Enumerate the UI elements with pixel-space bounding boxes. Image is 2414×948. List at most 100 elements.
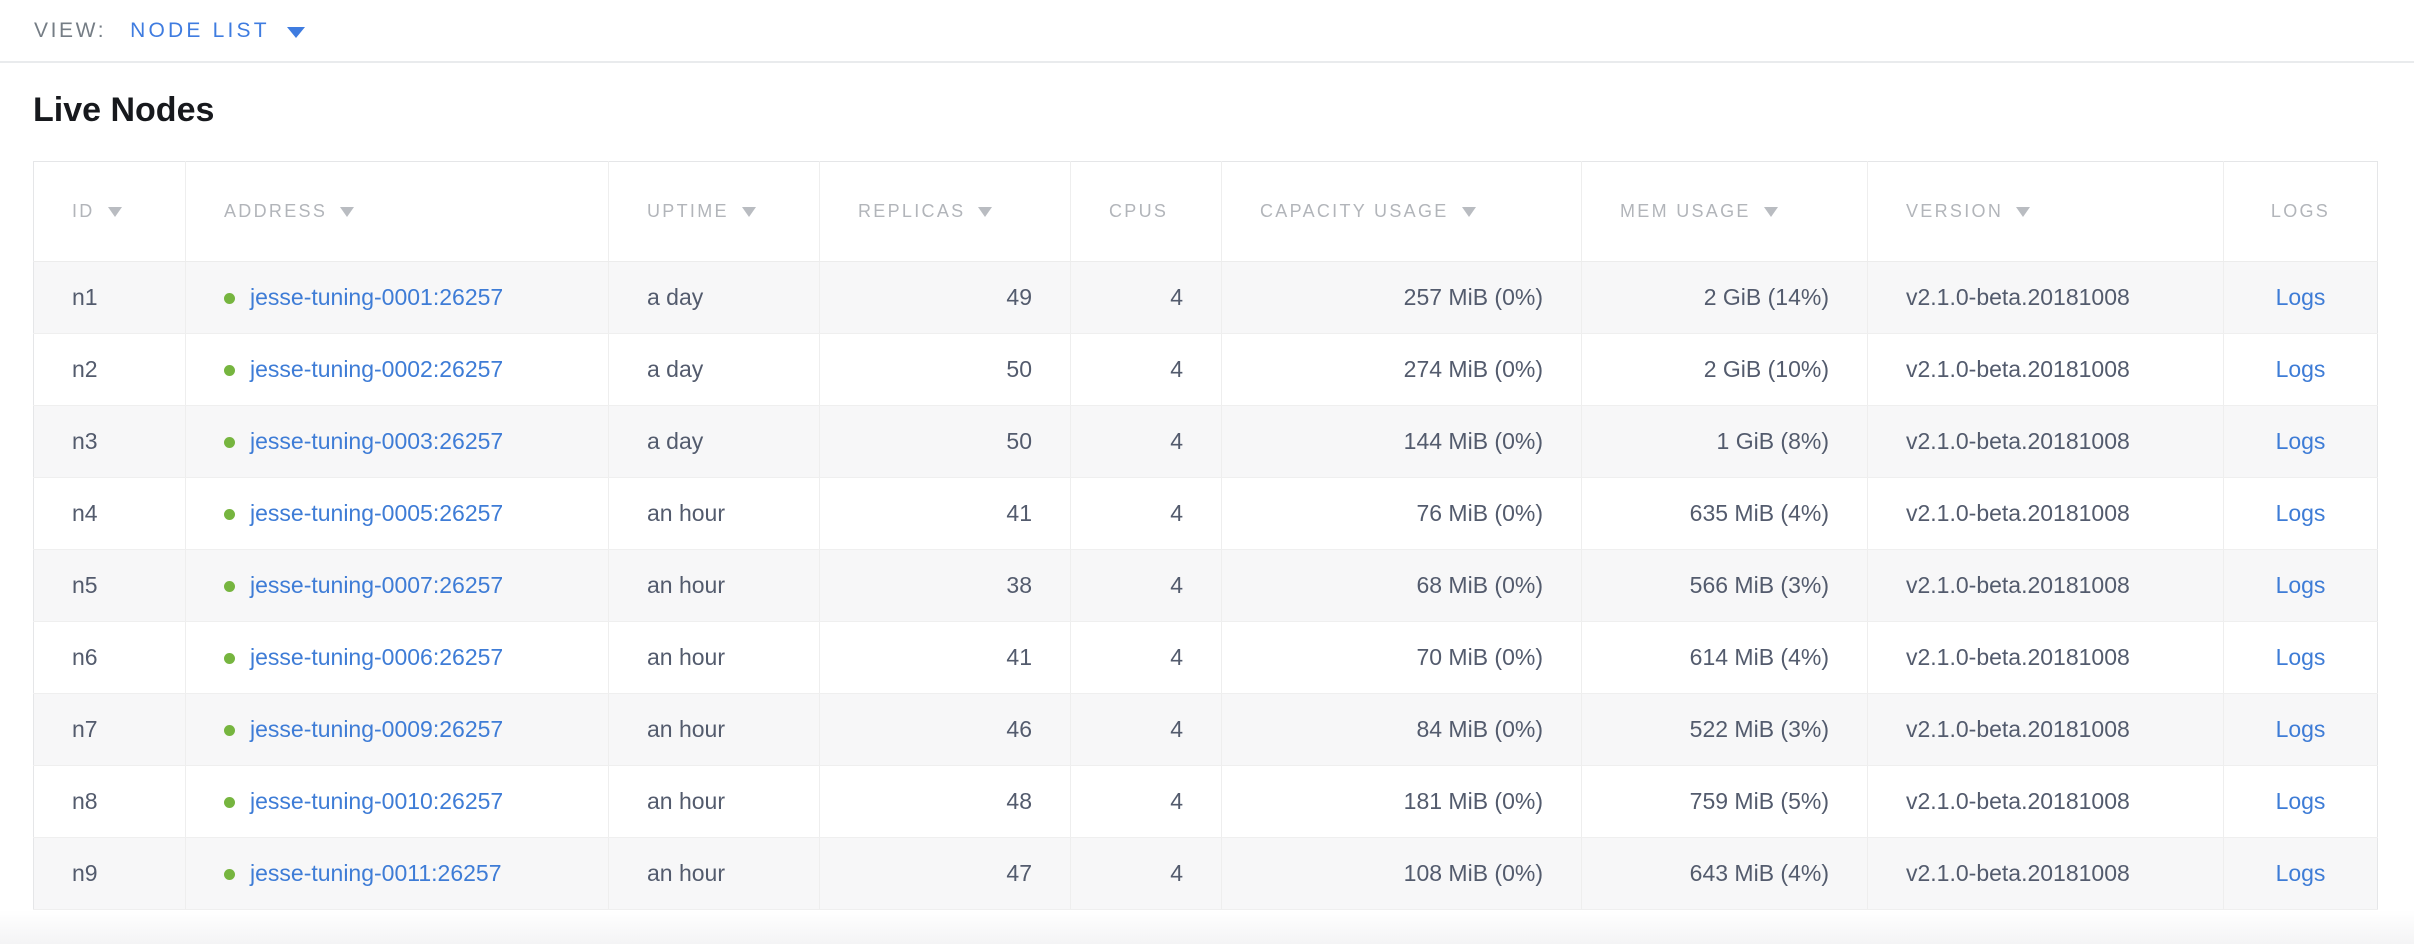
cell-address: jesse-tuning-0005:26257	[185, 477, 609, 550]
column-header-version[interactable]: VERSION	[1867, 161, 2224, 262]
cell-mem: 2 GiB (10%)	[1581, 333, 1868, 406]
cell-uptime: an hour	[608, 477, 820, 550]
column-header-label: ID	[72, 201, 95, 221]
cell-mem: 614 MiB (4%)	[1581, 621, 1868, 694]
page-bottom-fade	[0, 910, 2414, 944]
cell-version: v2.1.0-beta.20181008	[1867, 261, 2224, 334]
node-address-link[interactable]: jesse-tuning-0007:26257	[250, 572, 504, 598]
column-header-uptime[interactable]: UPTIME	[608, 161, 820, 262]
cell-cpus: 4	[1070, 765, 1222, 838]
cell-capacity: 257 MiB (0%)	[1221, 261, 1582, 334]
column-header-capacity[interactable]: CAPACITY USAGE	[1221, 161, 1582, 262]
cell-cpus: 4	[1070, 477, 1222, 550]
cell-mem: 635 MiB (4%)	[1581, 477, 1868, 550]
cell-version: v2.1.0-beta.20181008	[1867, 549, 2224, 622]
cell-uptime: an hour	[608, 621, 820, 694]
node-address-link[interactable]: jesse-tuning-0009:26257	[250, 716, 504, 742]
table-row: n3 jesse-tuning-0003:26257 a day 50 4 144 MiB…	[33, 405, 2378, 478]
table-row: n5 jesse-tuning-0007:26257 an hour 38 4 68 Mi…	[33, 549, 2378, 622]
cell-address: jesse-tuning-0009:26257	[185, 693, 609, 766]
cell-logs: Logs	[2223, 549, 2378, 622]
node-address-link[interactable]: jesse-tuning-0002:26257	[250, 356, 504, 382]
node-address-link[interactable]: jesse-tuning-0010:26257	[250, 788, 504, 814]
logs-link[interactable]: Logs	[2275, 500, 2326, 526]
column-header-label: ADDRESS	[224, 201, 328, 221]
column-header-label: REPLICAS	[858, 201, 966, 221]
cell-replicas: 38	[819, 549, 1071, 622]
cell-id: n3	[33, 405, 186, 478]
logs-link[interactable]: Logs	[2275, 644, 2326, 670]
cell-version: v2.1.0-beta.20181008	[1867, 477, 2224, 550]
logs-link[interactable]: Logs	[2275, 860, 2326, 886]
cell-uptime: an hour	[608, 549, 820, 622]
node-address-link[interactable]: jesse-tuning-0006:26257	[250, 644, 504, 670]
node-live-status-icon	[224, 293, 235, 304]
view-dropdown[interactable]: NODE LIST	[130, 19, 305, 43]
table-row: n8 jesse-tuning-0010:26257 an hour 48 4 181 M…	[33, 765, 2378, 838]
cell-cpus: 4	[1070, 405, 1222, 478]
node-live-status-icon	[224, 653, 235, 664]
logs-link[interactable]: Logs	[2275, 284, 2326, 310]
node-address-link[interactable]: jesse-tuning-0011:26257	[250, 860, 502, 886]
sort-arrow-icon	[2016, 207, 2031, 217]
cell-cpus: 4	[1070, 837, 1222, 910]
node-address-link[interactable]: jesse-tuning-0001:26257	[250, 284, 504, 310]
table-row: n1 jesse-tuning-0001:26257 a day 49 4 257 MiB…	[33, 261, 2378, 334]
view-label: VIEW:	[34, 18, 107, 42]
node-address-link[interactable]: jesse-tuning-0003:26257	[250, 428, 504, 454]
column-header-id[interactable]: ID	[33, 161, 186, 262]
column-header-mem[interactable]: MEM USAGE	[1581, 161, 1868, 262]
cell-replicas: 48	[819, 765, 1071, 838]
cell-address: jesse-tuning-0011:26257	[185, 837, 609, 910]
cell-address: jesse-tuning-0007:26257	[185, 549, 609, 622]
cell-version: v2.1.0-beta.20181008	[1867, 621, 2224, 694]
column-header-label: UPTIME	[647, 201, 729, 221]
sort-arrow-icon	[978, 207, 993, 217]
cell-capacity: 108 MiB (0%)	[1221, 837, 1582, 910]
logs-link[interactable]: Logs	[2275, 428, 2326, 454]
cell-cpus: 4	[1070, 261, 1222, 334]
column-header-label: LOGS	[2270, 201, 2331, 221]
cell-address: jesse-tuning-0001:26257	[185, 261, 609, 334]
table-row: n2 jesse-tuning-0002:26257 a day 50 4 274 MiB…	[33, 333, 2378, 406]
node-address-link[interactable]: jesse-tuning-0005:26257	[250, 500, 504, 526]
node-live-status-icon	[224, 365, 235, 376]
logs-link[interactable]: Logs	[2275, 788, 2326, 814]
sort-arrow-icon	[340, 207, 355, 217]
cell-uptime: a day	[608, 261, 820, 334]
cell-uptime: an hour	[608, 837, 820, 910]
cell-address: jesse-tuning-0003:26257	[185, 405, 609, 478]
logs-link[interactable]: Logs	[2275, 716, 2326, 742]
column-header-replicas[interactable]: REPLICAS	[819, 161, 1071, 262]
node-live-status-icon	[224, 869, 235, 880]
cell-uptime: a day	[608, 405, 820, 478]
page-title: Live Nodes	[33, 91, 215, 129]
sort-arrow-icon	[1461, 207, 1476, 217]
cell-capacity: 274 MiB (0%)	[1221, 333, 1582, 406]
cell-capacity: 181 MiB (0%)	[1221, 765, 1582, 838]
cell-id: n8	[33, 765, 186, 838]
view-dropdown-value: NODE LIST	[130, 18, 270, 42]
column-header-label: CPUS	[1109, 201, 1169, 221]
column-header-label: VERSION	[1906, 201, 2004, 221]
column-header-logs: LOGS	[2223, 161, 2378, 262]
sort-arrow-icon	[741, 207, 756, 217]
cell-mem: 2 GiB (14%)	[1581, 261, 1868, 334]
cell-logs: Logs	[2223, 261, 2378, 334]
logs-link[interactable]: Logs	[2275, 356, 2326, 382]
cell-mem: 643 MiB (4%)	[1581, 837, 1868, 910]
cell-replicas: 47	[819, 837, 1071, 910]
column-header-label: CAPACITY USAGE	[1260, 201, 1449, 221]
cell-cpus: 4	[1070, 333, 1222, 406]
chevron-down-icon	[286, 26, 305, 38]
column-header-address[interactable]: ADDRESS	[185, 161, 609, 262]
logs-link[interactable]: Logs	[2275, 572, 2326, 598]
cell-uptime: an hour	[608, 765, 820, 838]
sort-arrow-icon	[1763, 207, 1778, 217]
table-row: n6 jesse-tuning-0006:26257 an hour 41 4 70 Mi…	[33, 621, 2378, 694]
node-live-status-icon	[224, 581, 235, 592]
cell-uptime: a day	[608, 333, 820, 406]
column-header-label: MEM USAGE	[1620, 201, 1751, 221]
cell-id: n4	[33, 477, 186, 550]
cell-id: n7	[33, 693, 186, 766]
